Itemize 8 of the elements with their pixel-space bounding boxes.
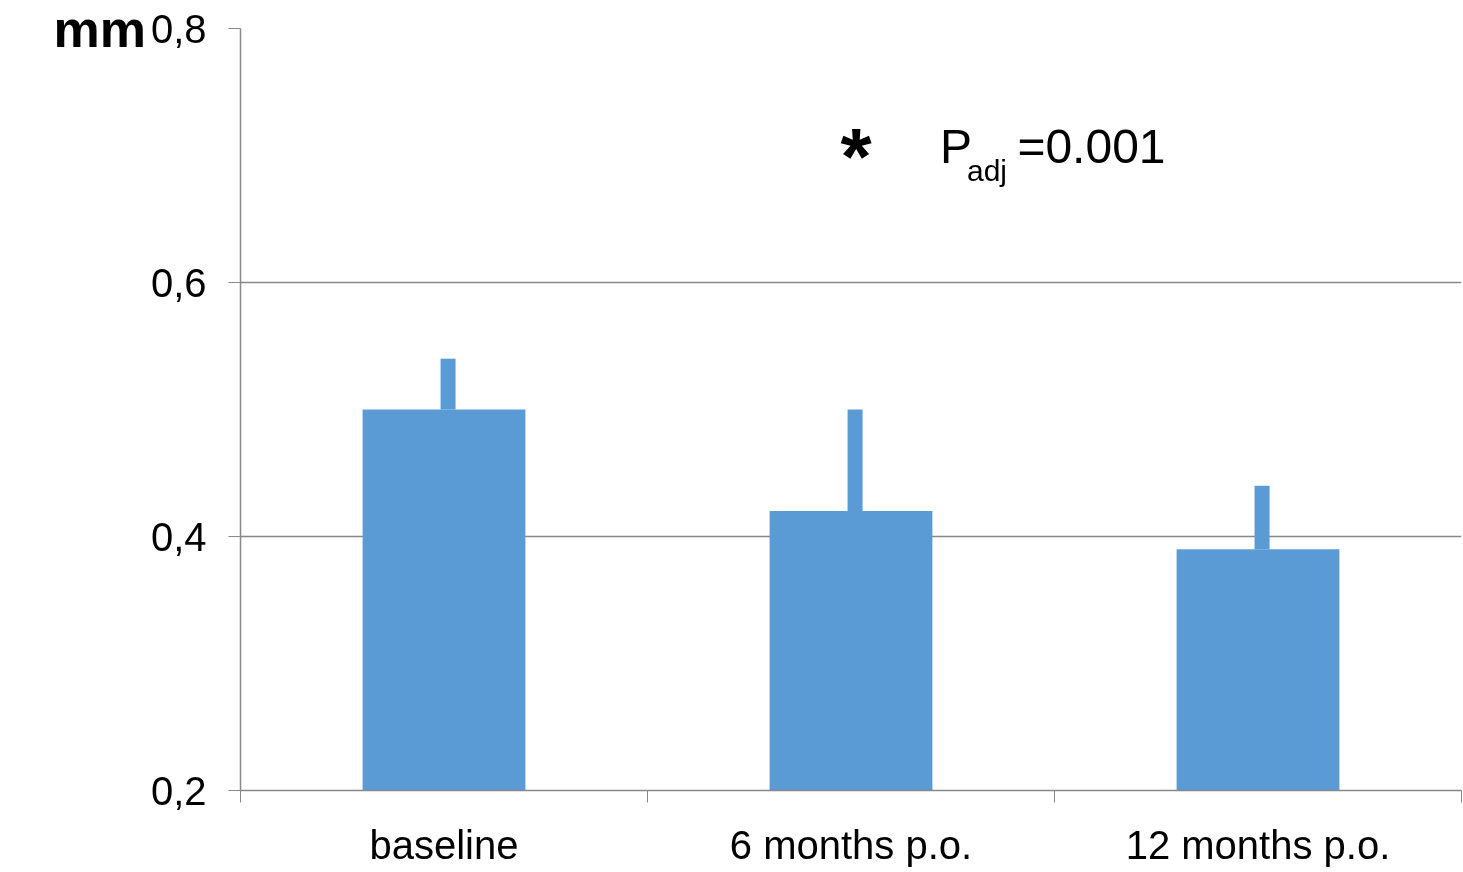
x-tick-label: baseline [369,822,519,867]
y-tick-label: 0,2 [150,768,207,813]
y-tick-label: 0,4 [150,514,207,559]
y-tick-label: 0,8 [150,6,207,51]
y-axis-title: mm [53,0,146,58]
x-tick-label: 12 months p.o. [1125,822,1391,867]
y-tick-label: 0,6 [150,260,207,305]
x-tick-label: 6 months p.o. [729,822,973,867]
